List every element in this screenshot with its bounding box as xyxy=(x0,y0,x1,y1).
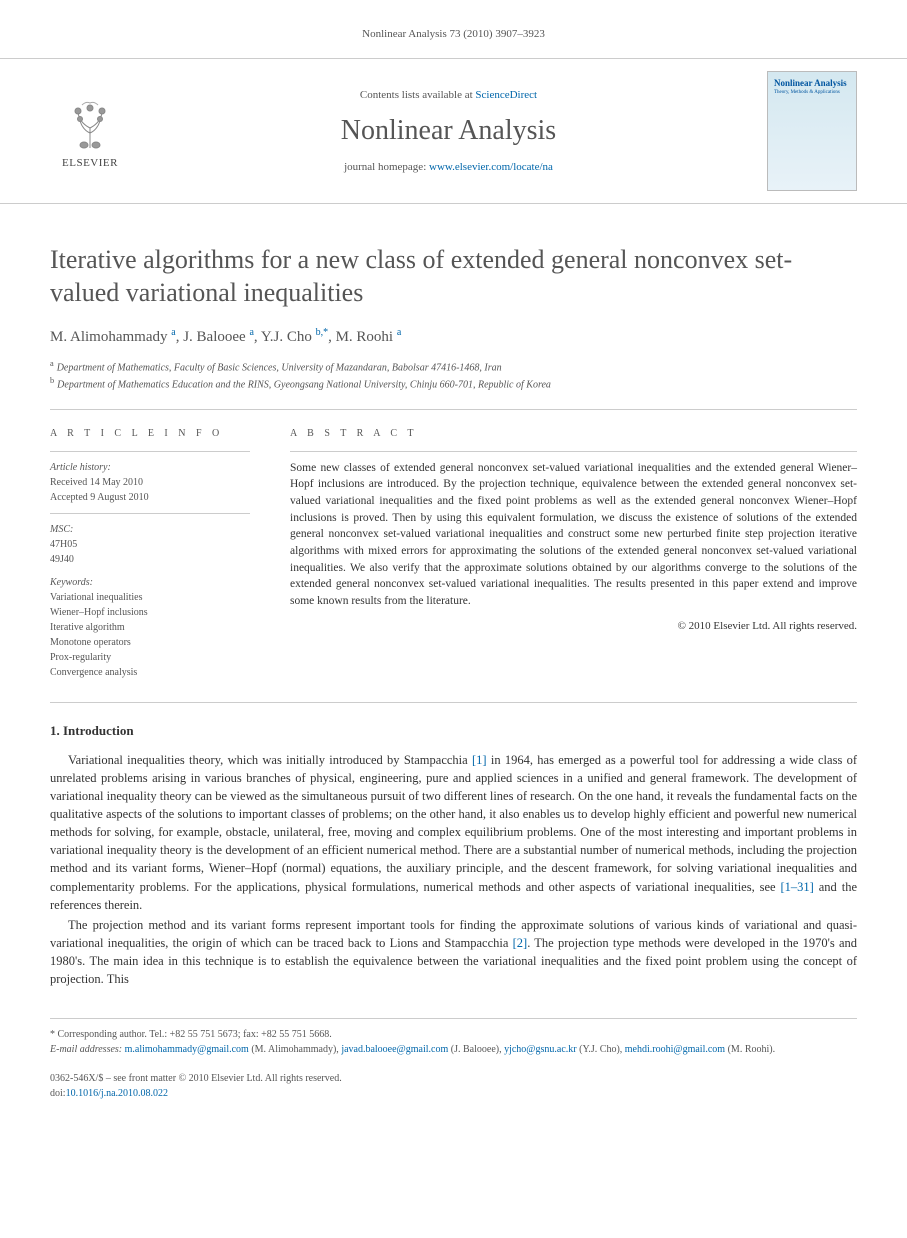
contents-line: Contents lists available at ScienceDirec… xyxy=(150,89,747,101)
running-header: Nonlinear Analysis 73 (2010) 3907–3923 xyxy=(0,0,907,58)
doi-line: doi:10.1016/j.na.2010.08.022 xyxy=(50,1086,857,1101)
email-label: E-mail addresses: xyxy=(50,1044,125,1055)
keyword: Prox-regularity xyxy=(50,650,250,665)
author: J. Balooee a xyxy=(183,329,254,345)
keyword: Monotone operators xyxy=(50,635,250,650)
masthead: ELSEVIER Contents lists available at Sci… xyxy=(0,58,907,204)
keywords-block: Keywords: Variational inequalities Wiene… xyxy=(50,575,250,680)
abstract-copyright: © 2010 Elsevier Ltd. All rights reserved… xyxy=(290,620,857,632)
paragraph: Variational inequalities theory, which w… xyxy=(50,751,857,914)
author: Y.J. Cho b,* xyxy=(261,329,328,345)
email-link[interactable]: javad.balooee@gmail.com xyxy=(341,1044,448,1055)
sciencedirect-link[interactable]: ScienceDirect xyxy=(475,89,537,101)
homepage-prefix: journal homepage: xyxy=(344,161,429,173)
ref-link[interactable]: [1–31] xyxy=(781,880,814,894)
homepage-line: journal homepage: www.elsevier.com/locat… xyxy=(150,161,747,173)
keyword: Convergence analysis xyxy=(50,665,250,680)
abstract-text: Some new classes of extended general non… xyxy=(290,460,857,610)
keyword: Variational inequalities xyxy=(50,590,250,605)
introduction-body: Variational inequalities theory, which w… xyxy=(0,751,907,989)
msc-code: 47H05 xyxy=(50,537,250,552)
msc-block: MSC: 47H05 49J40 xyxy=(50,522,250,567)
contents-prefix: Contents lists available at xyxy=(360,89,475,101)
ref-link[interactable]: [1] xyxy=(472,753,487,767)
msc-label: MSC: xyxy=(50,522,250,537)
footnotes: * Corresponding author. Tel.: +82 55 751… xyxy=(50,1018,857,1057)
divider xyxy=(50,513,250,514)
keywords-label: Keywords: xyxy=(50,575,250,590)
publisher-name: ELSEVIER xyxy=(62,157,118,169)
divider xyxy=(50,451,250,452)
cover-title: Nonlinear Analysis xyxy=(774,78,850,88)
doi-link[interactable]: 10.1016/j.na.2010.08.022 xyxy=(66,1088,169,1099)
section-heading: 1. Introduction xyxy=(0,703,907,751)
msc-code: 49J40 xyxy=(50,552,250,567)
email-link[interactable]: yjcho@gsnu.ac.kr xyxy=(504,1044,577,1055)
history-label: Article history: xyxy=(50,460,250,475)
article-title: Iterative algorithms for a new class of … xyxy=(0,204,907,327)
article-info-heading: A R T I C L E I N F O xyxy=(50,428,250,439)
author-list: M. Alimohammady a, J. Balooee a, Y.J. Ch… xyxy=(0,327,907,358)
publisher-logo: ELSEVIER xyxy=(50,93,130,169)
received-date: Received 14 May 2010 xyxy=(50,475,250,490)
email-link[interactable]: mehdi.roohi@gmail.com xyxy=(625,1044,725,1055)
elsevier-tree-icon xyxy=(60,93,120,153)
corresponding-author: * Corresponding author. Tel.: +82 55 751… xyxy=(50,1027,857,1042)
cover-subtitle: Theory, Methods & Applications xyxy=(774,90,850,95)
divider xyxy=(290,451,857,452)
email-link[interactable]: m.alimohammady@gmail.com xyxy=(125,1044,249,1055)
journal-name: Nonlinear Analysis xyxy=(150,115,747,147)
info-abstract-row: A R T I C L E I N F O Article history: R… xyxy=(0,410,907,702)
article-history: Article history: Received 14 May 2010 Ac… xyxy=(50,460,250,505)
affiliation: bDepartment of Mathematics Education and… xyxy=(50,375,857,392)
front-matter-line: 0362-546X/$ – see front matter © 2010 El… xyxy=(50,1071,857,1086)
abstract-column: A B S T R A C T Some new classes of exte… xyxy=(290,428,857,688)
affiliation: aDepartment of Mathematics, Faculty of B… xyxy=(50,358,857,375)
affiliations: aDepartment of Mathematics, Faculty of B… xyxy=(0,358,907,409)
paragraph: The projection method and its variant fo… xyxy=(50,916,857,989)
email-addresses: E-mail addresses: m.alimohammady@gmail.c… xyxy=(50,1042,857,1057)
author: M. Alimohammady a xyxy=(50,329,176,345)
article-info-column: A R T I C L E I N F O Article history: R… xyxy=(50,428,250,688)
author: M. Roohi a xyxy=(336,329,402,345)
page-footer: 0362-546X/$ – see front matter © 2010 El… xyxy=(0,1057,907,1131)
accepted-date: Accepted 9 August 2010 xyxy=(50,490,250,505)
abstract-heading: A B S T R A C T xyxy=(290,428,857,439)
ref-link[interactable]: [2] xyxy=(513,936,528,950)
masthead-center: Contents lists available at ScienceDirec… xyxy=(150,89,747,173)
keyword: Iterative algorithm xyxy=(50,620,250,635)
journal-cover-thumb: Nonlinear Analysis Theory, Methods & App… xyxy=(767,71,857,191)
homepage-link[interactable]: www.elsevier.com/locate/na xyxy=(429,161,553,173)
keyword: Wiener–Hopf inclusions xyxy=(50,605,250,620)
